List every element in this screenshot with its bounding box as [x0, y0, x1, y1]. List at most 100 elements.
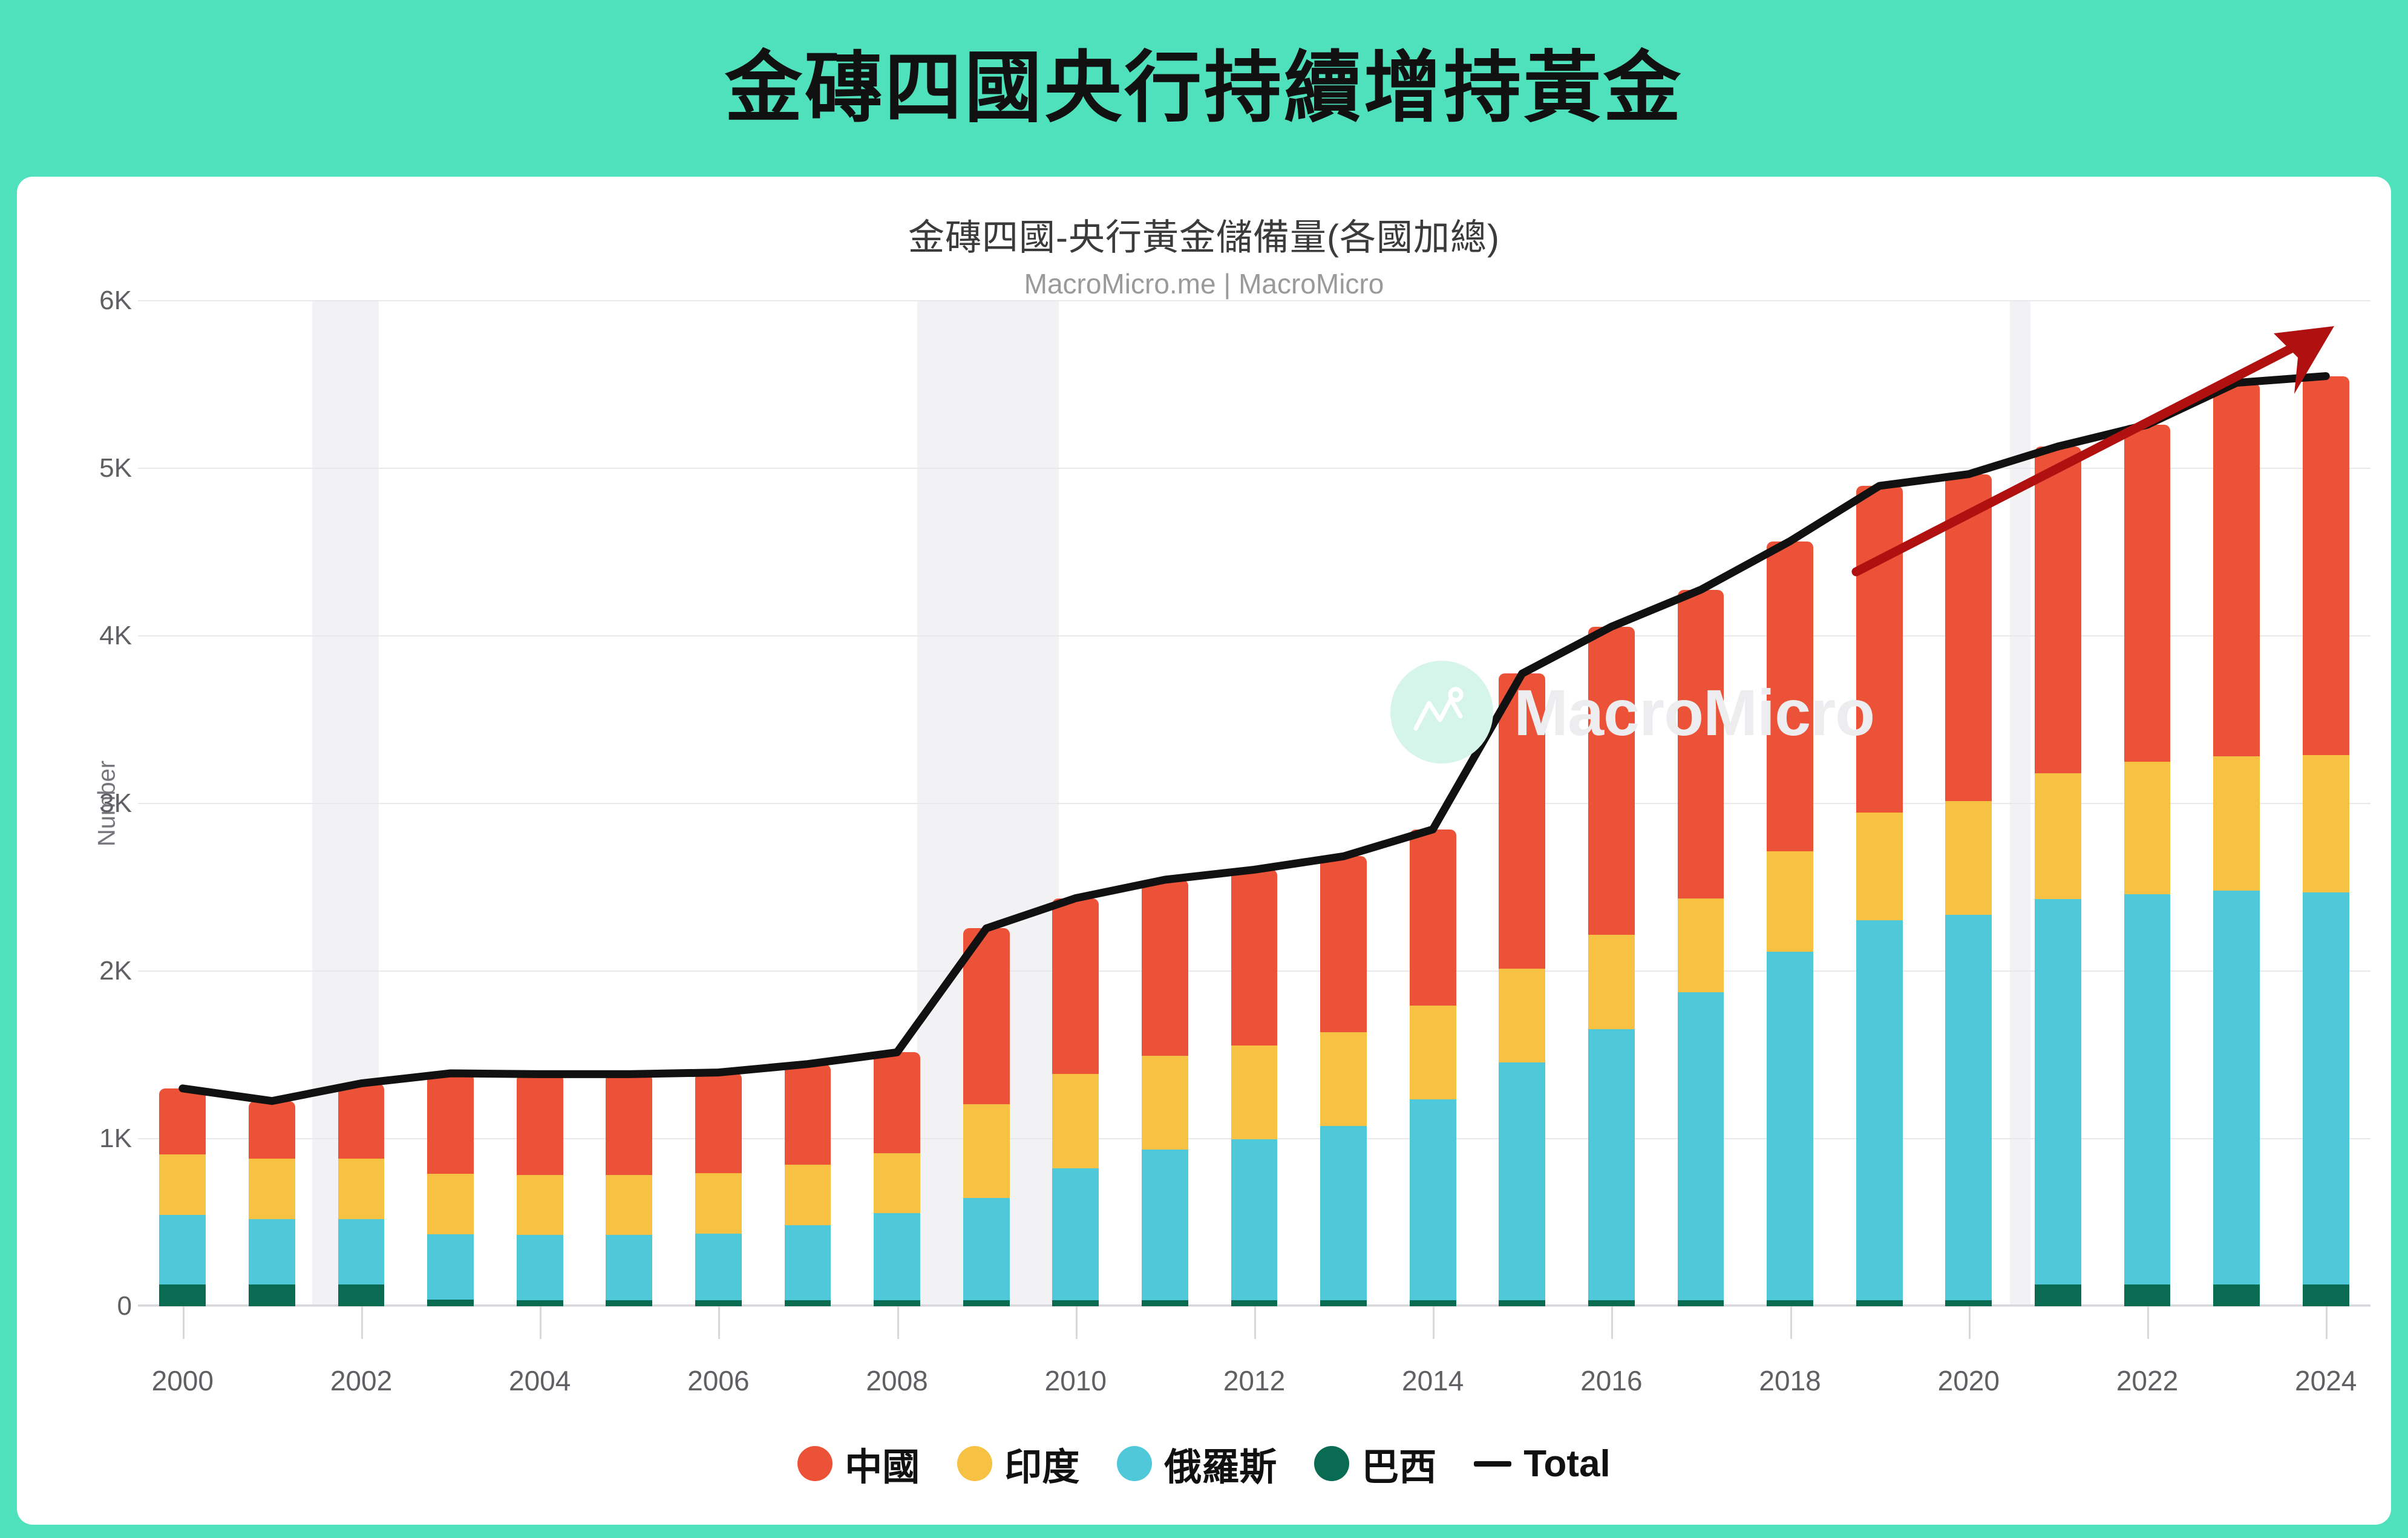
stacked-bar[interactable]	[2213, 382, 2260, 1306]
bar-segment-印度	[963, 1104, 1010, 1199]
bar-segment-巴西	[1142, 1300, 1188, 1306]
bar-segment-中國	[249, 1101, 295, 1159]
bar-segment-俄羅斯	[1588, 1029, 1635, 1301]
bar-segment-中國	[963, 928, 1010, 1105]
bar-segment-印度	[1142, 1055, 1188, 1150]
x-axis-tick-label: 2018	[1759, 1365, 1821, 1396]
stacked-bar[interactable]	[695, 1072, 742, 1306]
stacked-bar[interactable]	[1320, 856, 1367, 1306]
x-axis-tick-mark	[2326, 1306, 2328, 1339]
bar-segment-印度	[159, 1154, 206, 1216]
legend-item-俄羅斯[interactable]: 俄羅斯	[1117, 1436, 1277, 1491]
y-axis-tick: 3K	[99, 788, 132, 818]
stacked-bar[interactable]	[249, 1101, 295, 1306]
bar-segment-印度	[1052, 1074, 1099, 1168]
stacked-bar[interactable]	[1767, 541, 1813, 1306]
bar-segment-印度	[338, 1159, 385, 1219]
bar-segment-中國	[338, 1083, 385, 1159]
stacked-bar[interactable]	[1499, 673, 1546, 1306]
y-axis-tick: 6K	[99, 286, 132, 315]
legend-dot-icon	[1314, 1446, 1350, 1481]
x-axis-tick-label: 2022	[2116, 1365, 2179, 1396]
legend-line-icon	[1474, 1461, 1512, 1467]
stacked-bar[interactable]	[427, 1073, 474, 1306]
legend-label: 中國	[845, 1447, 920, 1488]
bar-segment-中國	[2213, 382, 2260, 757]
bar-segment-俄羅斯	[338, 1219, 385, 1284]
y-axis-tick: 1K	[99, 1124, 132, 1153]
bar-segment-巴西	[1677, 1300, 1724, 1306]
legend-dot-icon	[957, 1446, 993, 1481]
stacked-bar[interactable]	[1231, 869, 1278, 1306]
stacked-bar[interactable]	[784, 1064, 831, 1306]
bar-segment-俄羅斯	[1677, 992, 1724, 1301]
bar-segment-巴西	[1052, 1300, 1099, 1306]
stacked-bar[interactable]	[874, 1052, 920, 1306]
bar-segment-俄羅斯	[2302, 892, 2349, 1284]
bar-segment-中國	[1767, 541, 1813, 851]
legend-item-巴西[interactable]: 巴西	[1314, 1436, 1436, 1491]
bar-segment-中國	[1142, 880, 1188, 1056]
legend-label: 印度	[1004, 1447, 1080, 1488]
bar-segment-中國	[1588, 626, 1635, 935]
bar-segment-巴西	[1945, 1300, 1992, 1306]
x-axis-tick-mark	[1254, 1306, 1256, 1339]
stacked-bar[interactable]	[963, 928, 1010, 1306]
legend-item-Total[interactable]: Total	[1474, 1442, 1611, 1485]
stacked-bar[interactable]	[1677, 589, 1724, 1306]
page-title: 金磚四國央行持續增持黃金	[724, 45, 1683, 131]
x-axis-tick-label: 2004	[509, 1365, 571, 1396]
stacked-bar[interactable]	[1142, 880, 1188, 1306]
stacked-bar[interactable]	[2124, 425, 2171, 1306]
x-axis-tick-label: 2014	[1402, 1365, 1464, 1396]
x-axis-tick-mark	[1433, 1306, 1435, 1339]
bar-segment-印度	[1231, 1046, 1278, 1140]
bar-segment-俄羅斯	[1052, 1168, 1099, 1301]
legend-item-印度[interactable]: 印度	[957, 1436, 1079, 1491]
bar-segment-巴西	[784, 1300, 831, 1306]
stacked-bar[interactable]	[1945, 474, 1992, 1306]
bar-segment-中國	[784, 1064, 831, 1165]
bar-segment-印度	[874, 1153, 920, 1214]
stacked-bar[interactable]	[1409, 829, 1456, 1306]
stacked-bar[interactable]	[2035, 447, 2081, 1306]
trend-arrow-head	[2274, 326, 2334, 394]
bar-segment-印度	[1588, 935, 1635, 1029]
bar-segment-印度	[1409, 1005, 1456, 1099]
stacked-bar[interactable]	[1588, 626, 1635, 1306]
stacked-bar[interactable]	[2302, 376, 2349, 1306]
bar-segment-印度	[695, 1173, 742, 1234]
bar-segment-俄羅斯	[1856, 920, 1903, 1301]
y-axis-tick: 2K	[99, 956, 132, 986]
bar-segment-俄羅斯	[1767, 952, 1813, 1301]
x-axis-tick-mark	[1611, 1306, 1614, 1339]
y-axis-tick: 4K	[99, 621, 132, 650]
bar-segment-中國	[1945, 474, 1992, 801]
bar-segment-巴西	[1856, 1300, 1903, 1306]
stacked-bar[interactable]	[606, 1074, 653, 1306]
y-axis-tick: 0	[117, 1291, 132, 1321]
x-axis-tick-mark	[540, 1306, 542, 1339]
x-axis-tick-label: 2006	[687, 1365, 750, 1396]
bar-segment-印度	[1320, 1032, 1367, 1127]
trend-arrow-shaft	[1851, 336, 2311, 577]
chart-overlay	[178, 326, 2334, 1105]
bar-segment-俄羅斯	[2035, 898, 2081, 1284]
chart-source: MacroMicro.me | MacroMicro	[1024, 268, 1384, 299]
stacked-bar[interactable]	[338, 1083, 385, 1306]
legend-item-中國[interactable]: 中國	[797, 1436, 920, 1491]
bar-segment-中國	[874, 1052, 920, 1153]
x-axis-tick-label: 2002	[330, 1365, 393, 1396]
bar-segment-中國	[1499, 673, 1546, 969]
stacked-bar[interactable]	[159, 1088, 206, 1306]
legend-dot-icon	[797, 1446, 833, 1481]
page-banner: 金磚四國央行持續增持黃金	[0, 0, 2408, 177]
stacked-bar[interactable]	[1052, 898, 1099, 1306]
x-axis-tick-mark	[718, 1306, 721, 1339]
bar-segment-俄羅斯	[516, 1235, 563, 1301]
bar-segment-巴西	[874, 1300, 920, 1306]
chart-card: 金磚四國-央行黃金儲備量(各國加總) MacroMicro.me | Macro…	[17, 177, 2391, 1525]
stacked-bar[interactable]	[516, 1074, 563, 1306]
bar-segment-巴西	[427, 1299, 474, 1306]
stacked-bar[interactable]	[1856, 486, 1903, 1306]
